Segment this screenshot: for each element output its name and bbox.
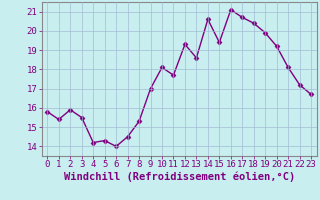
X-axis label: Windchill (Refroidissement éolien,°C): Windchill (Refroidissement éolien,°C) (64, 172, 295, 182)
